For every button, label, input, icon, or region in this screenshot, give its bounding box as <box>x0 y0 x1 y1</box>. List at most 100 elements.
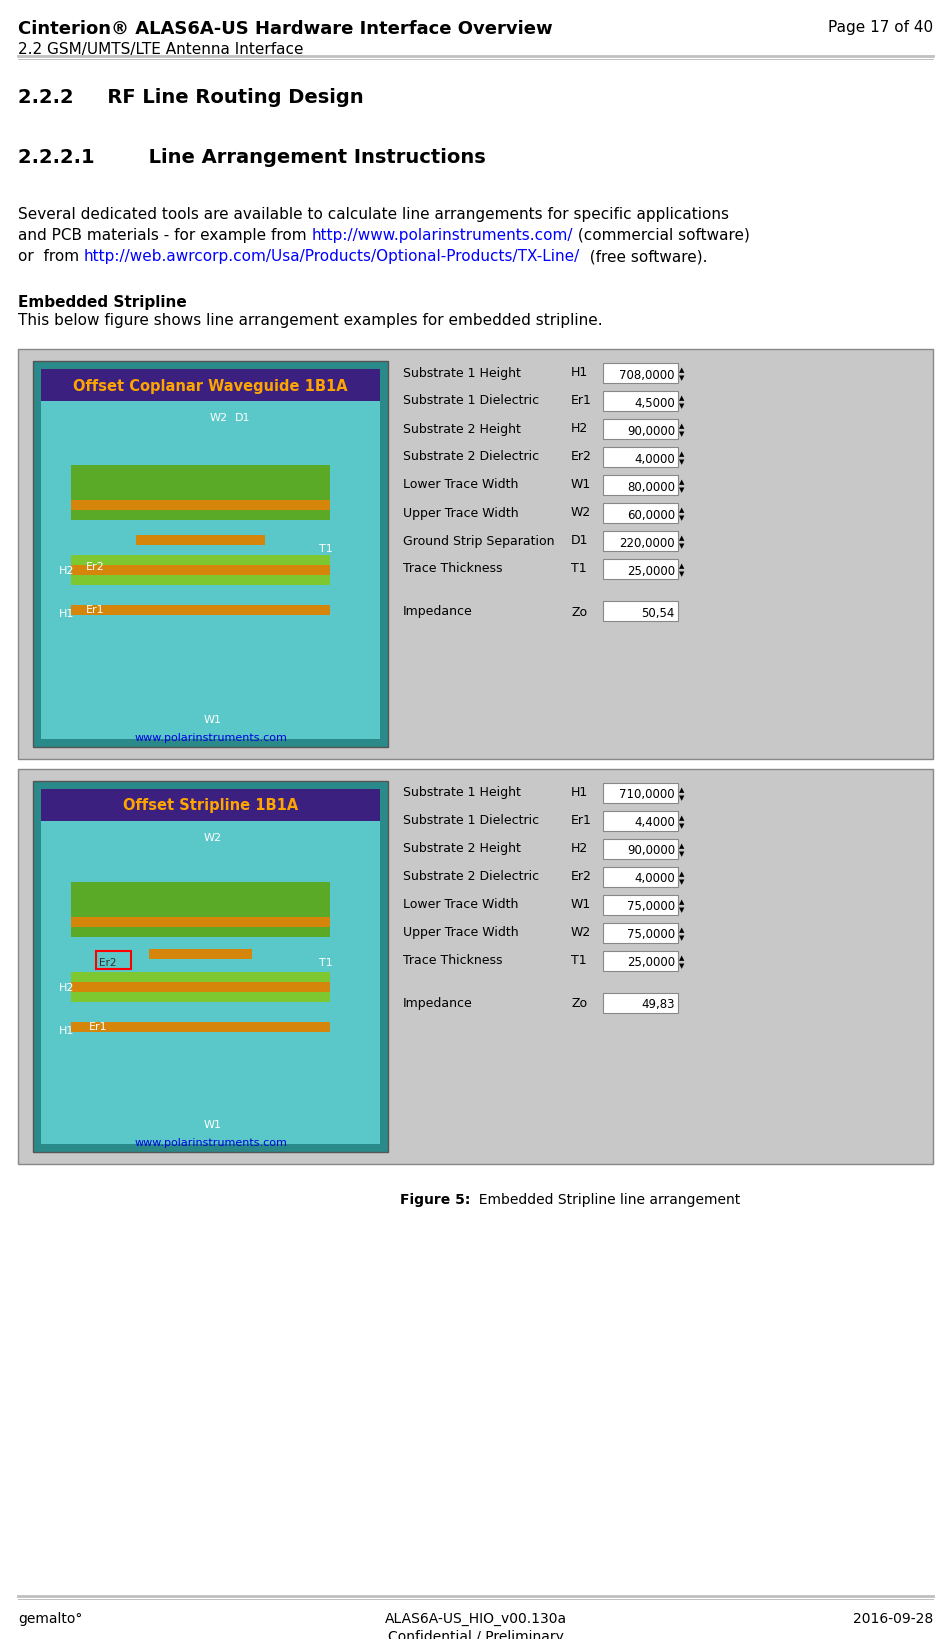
Text: ▼: ▼ <box>679 570 685 577</box>
Bar <box>71 883 330 938</box>
Text: 4,5000: 4,5000 <box>634 397 675 410</box>
Text: Several dedicated tools are available to calculate line arrangements for specifi: Several dedicated tools are available to… <box>18 207 729 221</box>
Text: T1: T1 <box>571 562 587 575</box>
Text: W2: W2 <box>209 413 227 423</box>
Text: ▲: ▲ <box>679 451 685 457</box>
Text: 75,0000: 75,0000 <box>627 900 675 913</box>
Text: 25,0000: 25,0000 <box>627 564 675 577</box>
Text: Figure 5:: Figure 5: <box>400 1192 471 1206</box>
Bar <box>71 556 330 587</box>
Bar <box>18 349 933 759</box>
Text: H2: H2 <box>59 565 74 577</box>
Text: ▲: ▲ <box>679 534 685 541</box>
Text: ▲: ▲ <box>679 842 685 849</box>
Text: 710,0000: 710,0000 <box>619 788 675 801</box>
Text: Er2: Er2 <box>571 451 592 464</box>
Bar <box>603 993 678 1013</box>
Bar <box>71 918 330 928</box>
Text: or  from: or from <box>18 249 84 264</box>
Text: Er1: Er1 <box>571 395 592 406</box>
Text: 4,0000: 4,0000 <box>634 872 675 885</box>
Bar <box>71 606 330 616</box>
Text: http://www.polarinstruments.com/: http://www.polarinstruments.com/ <box>312 228 573 243</box>
Text: W1: W1 <box>204 1119 222 1129</box>
Bar <box>71 565 330 577</box>
Text: Upper Trace Width: Upper Trace Width <box>403 506 518 520</box>
Text: gemalto°: gemalto° <box>18 1611 83 1624</box>
Text: ▲: ▲ <box>679 395 685 402</box>
Bar <box>33 362 388 747</box>
Text: H1: H1 <box>59 1024 74 1036</box>
Text: Substrate 1 Height: Substrate 1 Height <box>403 365 521 379</box>
Text: Substrate 1 Dielectric: Substrate 1 Dielectric <box>403 395 539 406</box>
Text: This below figure shows line arrangement examples for embedded stripline.: This below figure shows line arrangement… <box>18 313 603 328</box>
Bar <box>33 782 388 1152</box>
Text: W2: W2 <box>204 833 222 842</box>
Text: ▼: ▼ <box>679 375 685 380</box>
Text: W1: W1 <box>571 479 592 492</box>
Text: ▼: ▼ <box>679 879 685 885</box>
Bar <box>603 420 678 439</box>
Text: and PCB materials - for example from: and PCB materials - for example from <box>18 228 312 243</box>
Text: 220,0000: 220,0000 <box>619 536 675 549</box>
Text: Substrate 2 Height: Substrate 2 Height <box>403 423 521 436</box>
Text: H1: H1 <box>571 365 589 379</box>
Text: 2016-09-28: 2016-09-28 <box>853 1611 933 1624</box>
Text: Embedded Stripline line arrangement: Embedded Stripline line arrangement <box>471 1192 741 1206</box>
Bar <box>96 951 131 969</box>
Text: 2.2.2     RF Line Routing Design: 2.2.2 RF Line Routing Design <box>18 89 363 107</box>
Text: 2.2 GSM/UMTS/LTE Antenna Interface: 2.2 GSM/UMTS/LTE Antenna Interface <box>18 43 303 57</box>
Text: 4,0000: 4,0000 <box>634 452 675 465</box>
Text: www.polarinstruments.com: www.polarinstruments.com <box>134 1137 287 1147</box>
Text: 49,83: 49,83 <box>642 998 675 1011</box>
Text: ▲: ▲ <box>679 423 685 429</box>
Text: Er2: Er2 <box>86 562 105 572</box>
Bar <box>41 790 380 821</box>
Bar <box>603 559 678 580</box>
Text: ▼: ▼ <box>679 795 685 800</box>
Bar <box>603 447 678 467</box>
Bar <box>136 536 265 546</box>
Bar <box>71 982 330 993</box>
Text: T1: T1 <box>319 544 333 554</box>
Text: W1: W1 <box>204 715 222 724</box>
Text: ▲: ▲ <box>679 562 685 569</box>
Text: Er1: Er1 <box>571 815 592 828</box>
Bar <box>41 790 380 1144</box>
Text: Substrate 2 Dielectric: Substrate 2 Dielectric <box>403 870 539 883</box>
Bar <box>18 770 933 1164</box>
Bar <box>603 475 678 495</box>
Text: 90,0000: 90,0000 <box>627 844 675 857</box>
Text: Zo: Zo <box>571 997 587 1010</box>
Text: Er2: Er2 <box>571 870 592 883</box>
Text: Confidential / Preliminary: Confidential / Preliminary <box>388 1629 563 1639</box>
Text: Impedance: Impedance <box>403 605 473 618</box>
Text: 25,0000: 25,0000 <box>627 956 675 969</box>
Text: D1: D1 <box>235 413 251 423</box>
Text: Lower Trace Width: Lower Trace Width <box>403 898 518 911</box>
Text: Offset Stripline 1B1A: Offset Stripline 1B1A <box>123 798 298 813</box>
Text: Zo: Zo <box>571 605 587 618</box>
Bar <box>603 602 678 621</box>
Text: www.polarinstruments.com: www.polarinstruments.com <box>134 733 287 742</box>
Text: Er2: Er2 <box>99 957 117 967</box>
Text: Trace Thickness: Trace Thickness <box>403 954 502 967</box>
Text: Trace Thickness: Trace Thickness <box>403 562 502 575</box>
Text: Offset Coplanar Waveguide 1B1A: Offset Coplanar Waveguide 1B1A <box>73 379 348 393</box>
Text: W1: W1 <box>571 898 592 911</box>
Text: (commercial software): (commercial software) <box>573 228 750 243</box>
Text: 75,0000: 75,0000 <box>627 928 675 941</box>
Bar <box>603 783 678 803</box>
Text: Ground Strip Separation: Ground Strip Separation <box>403 534 554 547</box>
Text: W2: W2 <box>571 506 592 520</box>
Text: 708,0000: 708,0000 <box>619 369 675 382</box>
Text: ▲: ▲ <box>679 870 685 877</box>
Text: ▼: ▼ <box>679 515 685 521</box>
Text: Page 17 of 40: Page 17 of 40 <box>828 20 933 34</box>
Text: ▼: ▼ <box>679 962 685 969</box>
Text: ▼: ▼ <box>679 487 685 493</box>
Text: Substrate 2 Height: Substrate 2 Height <box>403 842 521 856</box>
Text: 2.2.2.1        Line Arrangement Instructions: 2.2.2.1 Line Arrangement Instructions <box>18 148 486 167</box>
Bar <box>603 951 678 972</box>
Text: ALAS6A-US_HIO_v00.130a: ALAS6A-US_HIO_v00.130a <box>384 1611 567 1624</box>
